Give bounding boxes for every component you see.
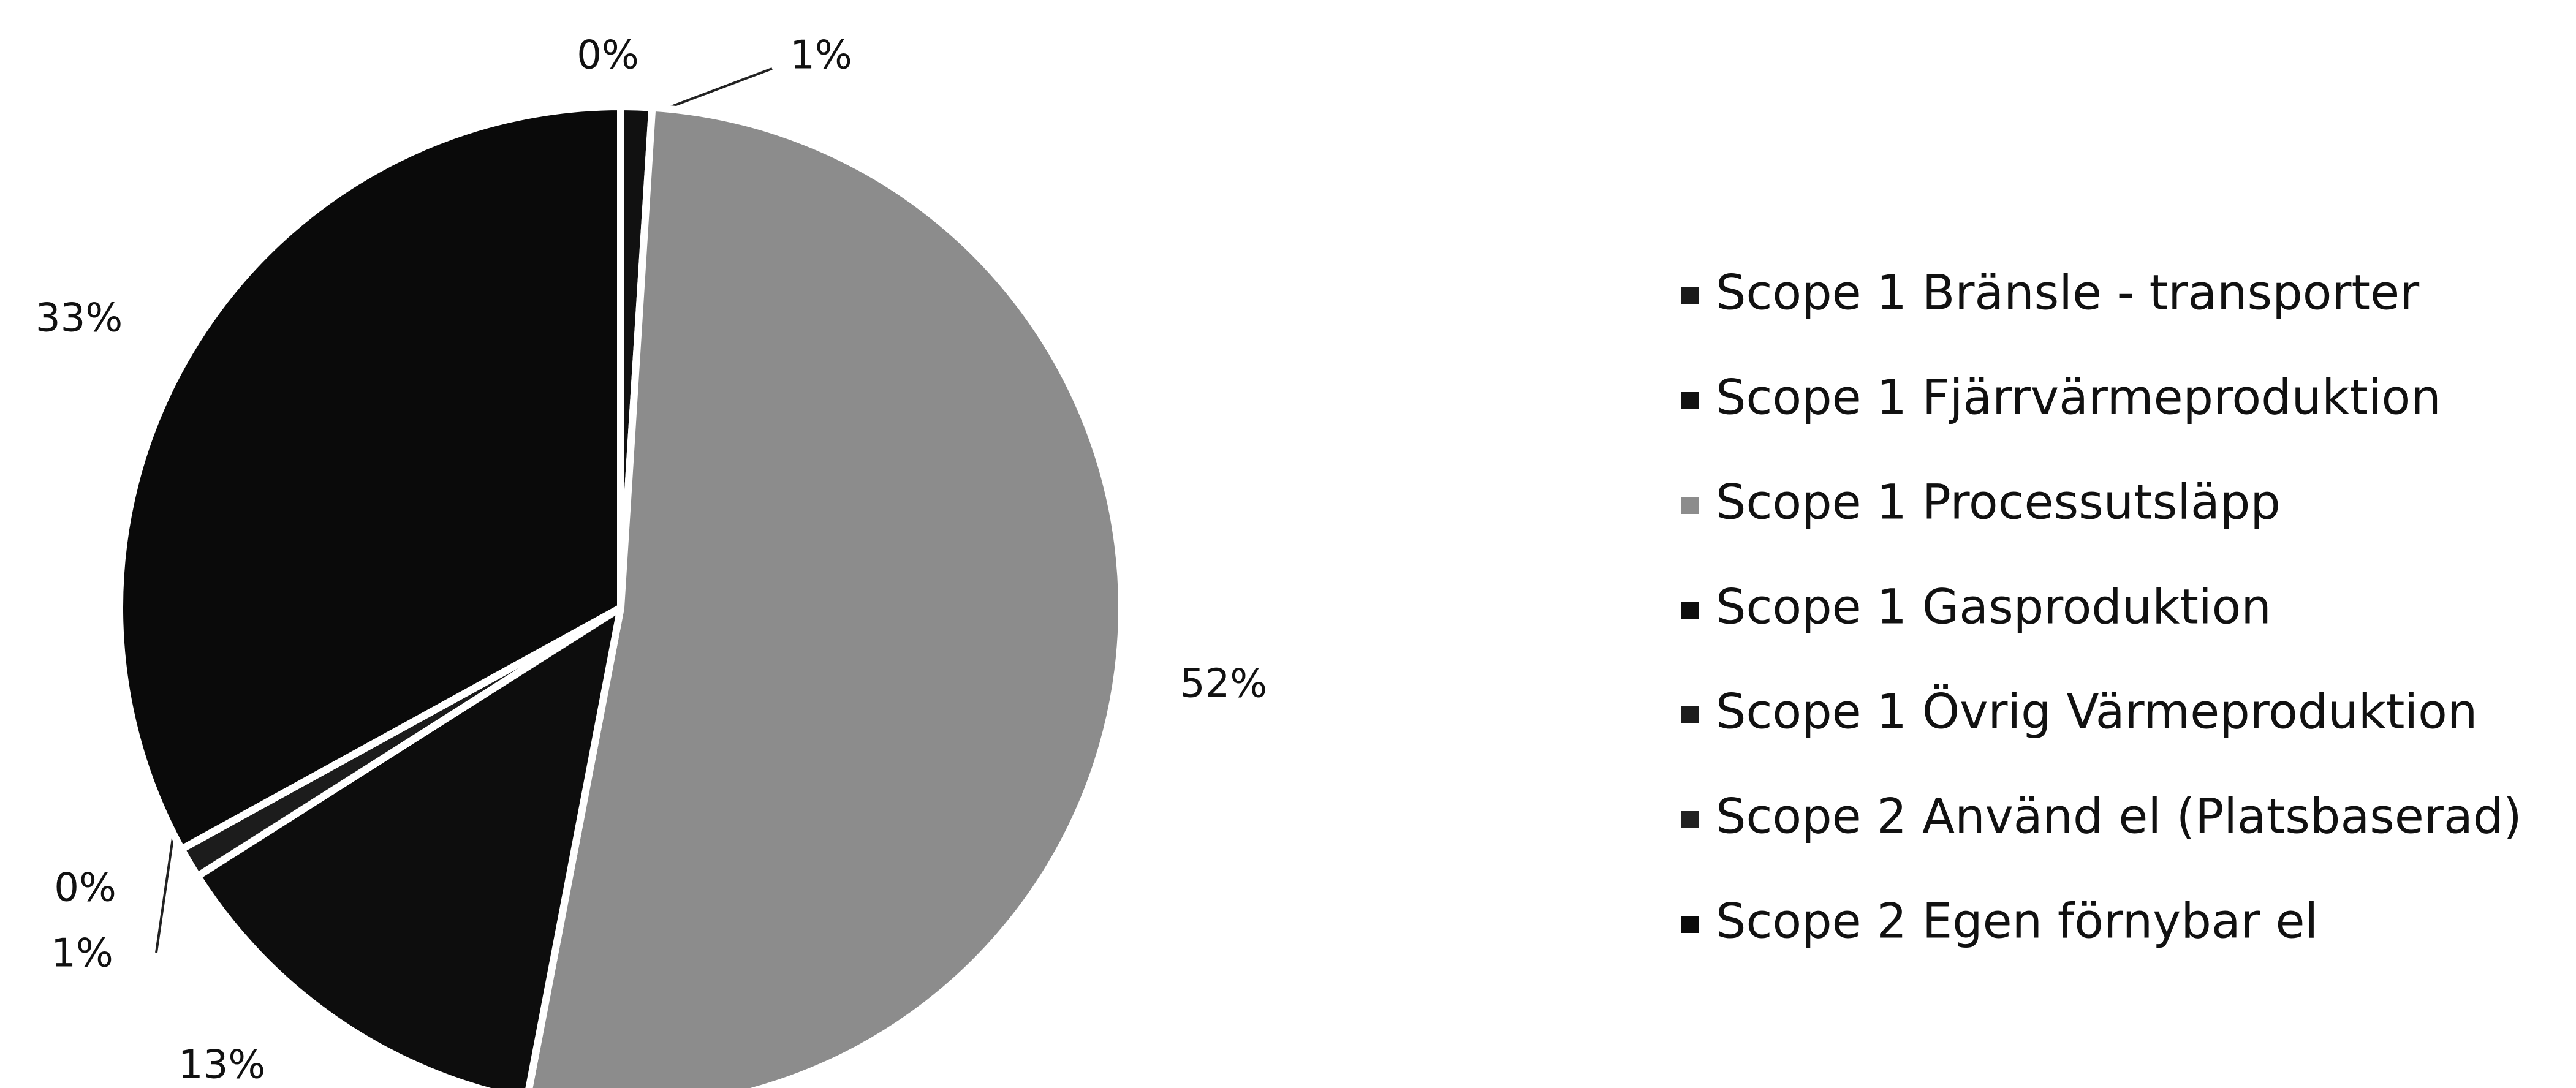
- legend-marker: [1681, 811, 1699, 828]
- legend-label: Scope 1 Gasproduktion: [1716, 580, 2271, 635]
- legend-marker: [1681, 287, 1699, 304]
- data-label: 0%: [577, 33, 639, 78]
- data-label: 33%: [36, 296, 123, 341]
- legend-marker: [1681, 497, 1699, 514]
- legend-label: Scope 2 Egen förnybar el: [1716, 894, 2318, 949]
- legend-label: Scope 1 Bränsle - transporter: [1716, 265, 2420, 320]
- legend-marker: [1681, 706, 1699, 723]
- data-label: 13%: [178, 1043, 265, 1088]
- legend-label: Scope 1 Processutsläpp: [1716, 475, 2281, 530]
- legend-label: Scope 2 Använd el (Platsbaserad): [1716, 789, 2522, 844]
- data-label: 1%: [790, 33, 852, 78]
- pie-slice: [194, 604, 624, 1088]
- data-label: 52%: [1180, 662, 1267, 707]
- data-label: 0%: [54, 866, 116, 911]
- data-label: 1%: [51, 931, 113, 977]
- legend-label: Scope 1 Övrig Värmeproduktion: [1716, 684, 2477, 739]
- leader-line: [155, 837, 174, 953]
- pie-slice: [525, 104, 1126, 1088]
- legend-marker: [1681, 392, 1699, 409]
- legend-label: Scope 1 Fjärrvärmeproduktion: [1716, 370, 2441, 425]
- legend-marker: [1681, 602, 1699, 619]
- legend-marker: [1681, 916, 1699, 933]
- pie-slice: [116, 103, 624, 853]
